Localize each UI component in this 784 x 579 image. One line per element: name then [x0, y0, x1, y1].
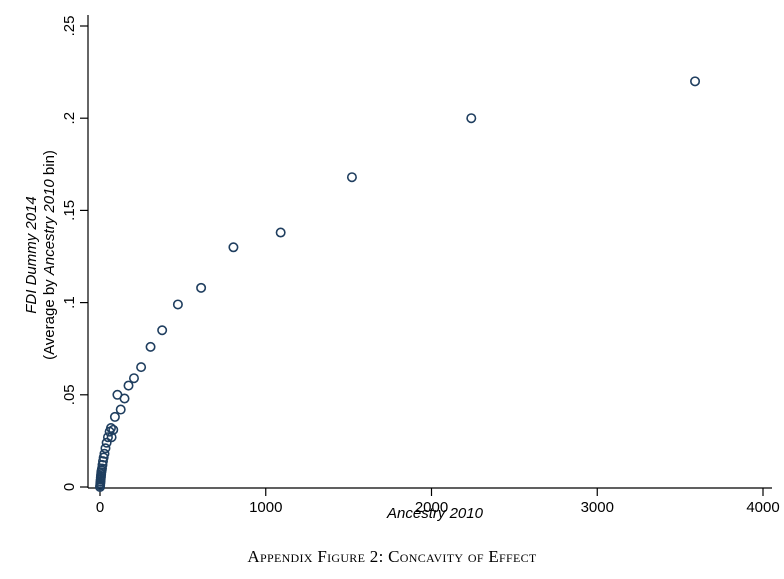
data-point	[99, 448, 110, 459]
data-point	[275, 227, 286, 238]
x-tick-label: 1000	[249, 499, 282, 516]
y-tick-label: .15	[61, 200, 78, 221]
scatter-chart: 0 .05 .1 .15 .2 .25 0 1000 2000 3000 4000 Ancestr…	[23, 15, 780, 522]
data-points	[95, 76, 701, 492]
data-point	[109, 411, 120, 422]
data-point	[115, 404, 126, 415]
y-ticks: 0 .05 .1 .15 .2 .25	[61, 16, 88, 491]
x-ticks: 0 1000 2000 3000 4000	[96, 488, 780, 516]
x-axis-title: Ancestry 2010	[386, 505, 484, 522]
data-point	[690, 76, 701, 87]
y-tick-label: .2	[61, 112, 78, 125]
y-axis-title-line2: (Average by Ancestry 2010 bin)	[41, 150, 58, 360]
y-axis-title-line2-italic: Ancestry 2010	[41, 179, 58, 277]
data-point	[119, 393, 130, 404]
data-point	[102, 432, 113, 443]
data-point	[346, 172, 357, 183]
data-point	[136, 362, 147, 373]
data-point	[96, 463, 107, 474]
axes	[87, 15, 772, 489]
data-point	[100, 443, 111, 454]
data-point	[128, 373, 139, 384]
y-tick-label: 0	[61, 483, 78, 491]
y-tick-label: .25	[61, 16, 78, 37]
data-point	[466, 113, 477, 124]
data-point	[228, 242, 239, 253]
data-point	[97, 456, 108, 467]
figure-caption: Appendix Figure 2: Concavity of Effect	[247, 547, 537, 566]
y-axis-title-line1: FDI Dummy 2014	[23, 196, 40, 314]
x-tick-label: 2000	[415, 499, 448, 516]
x-tick-label: 3000	[581, 499, 614, 516]
data-point	[108, 424, 119, 435]
data-point	[123, 380, 134, 391]
data-point	[105, 422, 116, 433]
y-tick-label: .05	[61, 384, 78, 405]
y-axis-title-group: FDI Dummy 2014 (Average by Ancestry 2010…	[23, 150, 58, 360]
data-point	[157, 325, 168, 336]
y-tick-label: .1	[61, 296, 78, 309]
data-point	[97, 459, 108, 470]
x-tick-label: 0	[96, 499, 104, 516]
data-point	[101, 437, 112, 448]
data-point	[145, 341, 156, 352]
y-axis-title-line2-suffix: bin)	[41, 150, 58, 179]
y-axis-title-line2-prefix: (Average by	[41, 275, 58, 360]
data-point	[196, 282, 207, 293]
data-point	[172, 299, 183, 310]
x-tick-label: 4000	[746, 499, 779, 516]
